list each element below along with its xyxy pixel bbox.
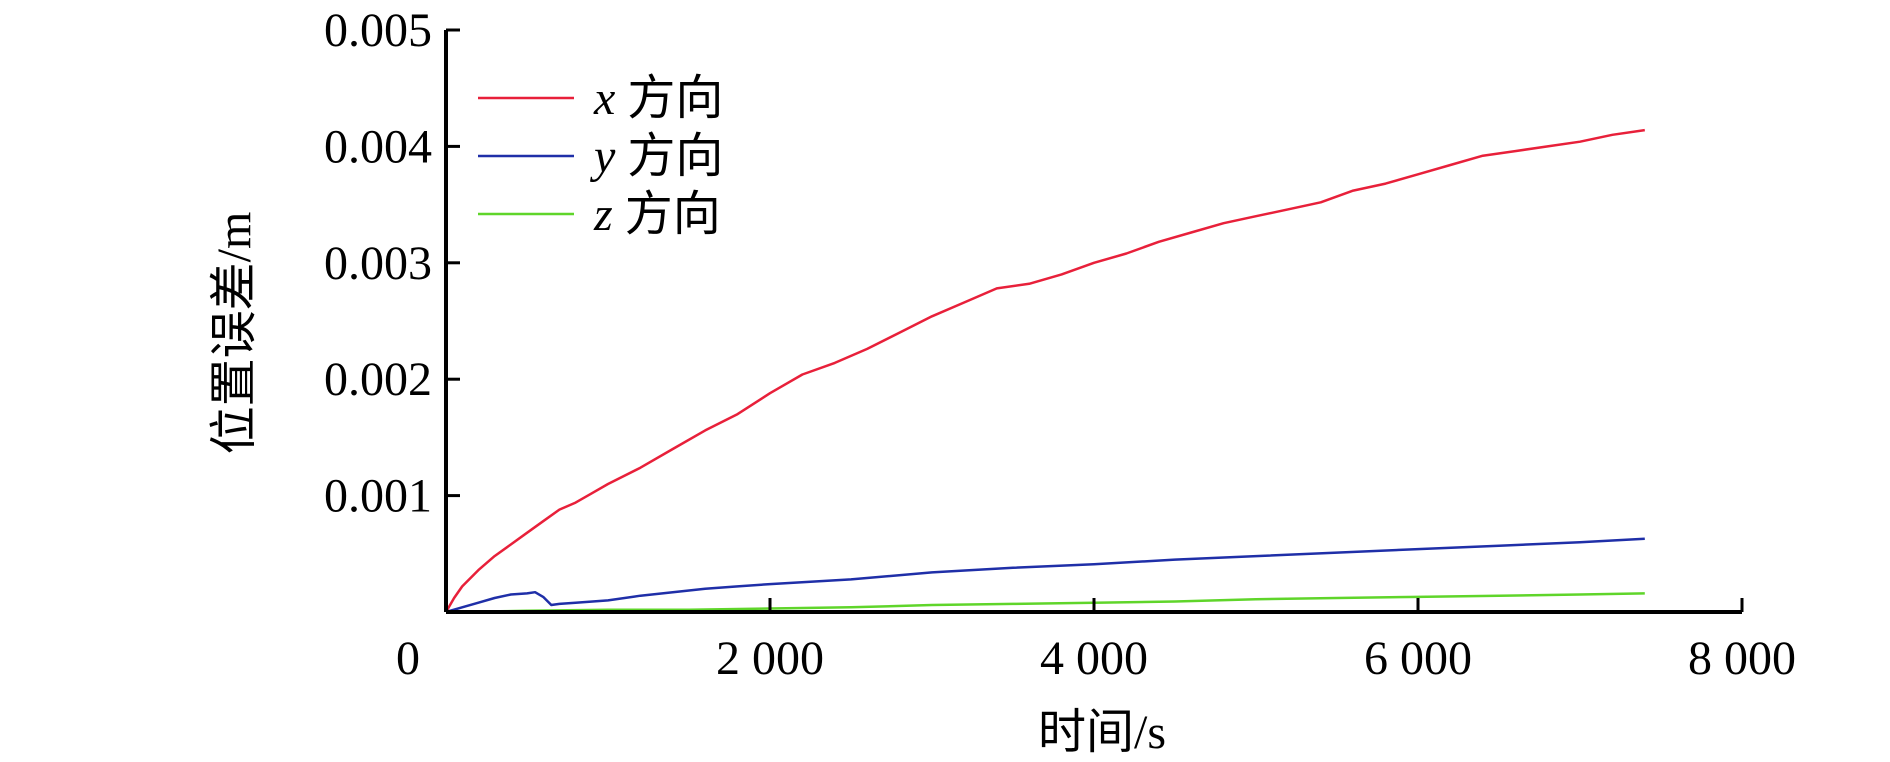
y-tick-label: 0.001 <box>324 470 432 523</box>
x-tick-label: 6 000 <box>1364 632 1472 685</box>
legend-label-x: x 方向 <box>593 72 723 125</box>
y-tick-label: 0.002 <box>324 353 432 406</box>
series-layer <box>444 128 1645 614</box>
y-tick-label: 0.003 <box>324 237 432 290</box>
y-tick-label: 0.005 <box>324 4 432 57</box>
series-line-x <box>444 128 1645 613</box>
y-axis-title: 位置误差/m <box>208 212 261 455</box>
legend-label-z: z 方向 <box>593 188 721 241</box>
legend: x 方向y 方向z 方向 <box>478 72 723 241</box>
x-tick-label: 0 <box>396 632 420 685</box>
series-line-y <box>445 537 1645 614</box>
x-axis-title: 时间/s <box>1038 706 1166 759</box>
x-tick-label: 8 000 <box>1688 632 1796 685</box>
x-tick-label: 4 000 <box>1040 632 1148 685</box>
legend-label-y: y 方向 <box>589 130 723 183</box>
x-tick-label: 2 000 <box>716 632 824 685</box>
y-tick-label: 0.004 <box>324 120 432 173</box>
ticks: 0.001 0.002 0.003 0.004 0.005 0 2 000 4 000 6 00… <box>324 4 1796 685</box>
series-line-z <box>445 592 1645 614</box>
